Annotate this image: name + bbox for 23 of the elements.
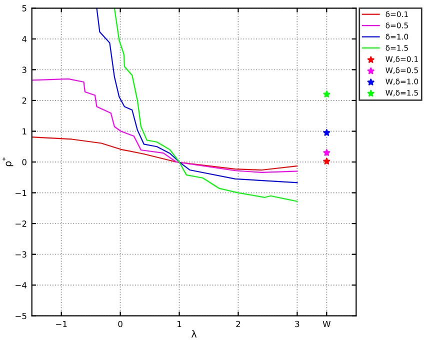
x-tick-label: 0 xyxy=(118,320,122,328)
x-tick-label: W xyxy=(322,320,331,328)
line-series xyxy=(32,78,298,174)
line-series xyxy=(32,136,298,171)
line-series xyxy=(114,8,298,202)
x-tick-label: 1 xyxy=(178,320,182,328)
y-tick-label: −2 xyxy=(16,220,26,227)
y-tick-label: 2 xyxy=(22,97,26,104)
y-tick-label: −3 xyxy=(16,251,26,258)
line-series xyxy=(96,8,298,184)
y-tick-label: 1 xyxy=(22,128,26,134)
y-tick-label: 4 xyxy=(22,36,27,42)
y-tick-label: 5 xyxy=(22,5,26,12)
y-tick-label: −4 xyxy=(16,282,27,288)
y-tick-label: −1 xyxy=(16,190,26,196)
x-tick-label: 2 xyxy=(236,320,240,328)
y-tick-label: 0 xyxy=(22,158,26,166)
x-tick-label: 3 xyxy=(295,320,300,328)
y-axis-title: ρ$^{*}$ xyxy=(2,158,14,166)
y-tick-label: −5 xyxy=(16,312,26,320)
y-tick-label: 3 xyxy=(22,66,26,73)
x-tick-label: −1 xyxy=(56,320,67,328)
x-axis-title: λ xyxy=(191,330,197,338)
